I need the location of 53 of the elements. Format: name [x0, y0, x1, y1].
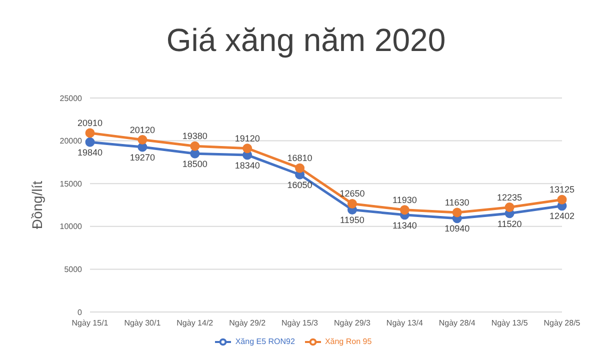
y-axis-title: Đồng/lít [28, 180, 45, 230]
data-label: 19270 [130, 152, 155, 162]
data-label: 19380 [182, 131, 208, 142]
data-label: 10940 [444, 224, 470, 234]
data-label: 19120 [234, 133, 260, 144]
point [452, 208, 462, 218]
x-tick-label: Ngày 14/2 [176, 318, 214, 328]
y-tick-label: 20000 [60, 136, 83, 146]
x-tick-label: Ngày 30/1 [124, 318, 162, 328]
y-tick-label: 25000 [60, 94, 83, 103]
point [242, 144, 252, 154]
x-tick-label: Ngày 29/3 [334, 318, 372, 328]
point [400, 205, 410, 215]
legend-label: Xăng Ron 95 [324, 337, 372, 346]
data-label: 19840 [77, 148, 103, 158]
data-label: 11630 [444, 197, 470, 208]
x-tick-label: Ngày 13/5 [491, 318, 528, 328]
data-label: 18500 [182, 159, 208, 170]
y-tick-label: 15000 [60, 179, 83, 188]
x-tick-label: Ngày 28/5 [544, 318, 581, 328]
data-label: 18340 [234, 160, 260, 170]
chart-title: Giá xăng năm 2020 [165, 21, 447, 60]
x-tick-label: Ngày 28/4 [438, 318, 476, 328]
point [85, 128, 95, 138]
point [504, 202, 514, 212]
x-tick-label: Ngày 15/1 [72, 318, 109, 328]
data-label: 12235 [497, 192, 522, 202]
x-tick-label: Ngày 13/4 [386, 318, 424, 328]
legend-label: Xăng E5 RON92 [235, 337, 295, 346]
x-tick-label: Ngày 15/3 [282, 318, 319, 328]
data-label: 12402 [549, 211, 575, 222]
data-label: 13125 [549, 184, 575, 195]
data-label: 16810 [287, 153, 312, 164]
point [557, 194, 567, 204]
data-label: 12650 [340, 188, 365, 199]
y-tick-label: 10000 [60, 222, 83, 232]
point [347, 198, 357, 208]
data-label: 11950 [340, 215, 364, 226]
point [190, 141, 200, 151]
data-label: 11930 [392, 194, 417, 205]
point [138, 135, 148, 145]
data-label: 11340 [392, 220, 417, 230]
data-label: 11520 [497, 218, 522, 229]
data-label: 20120 [130, 124, 155, 135]
x-tick-label: Ngày 29/2 [229, 318, 266, 328]
point [295, 163, 305, 173]
y-tick-label: 0 [78, 308, 83, 317]
point [190, 148, 200, 158]
point [85, 137, 95, 147]
data-label: 20910 [77, 118, 103, 128]
point [138, 142, 148, 152]
y-tick-label: 5000 [64, 265, 83, 274]
data-label: 16050 [287, 180, 312, 190]
